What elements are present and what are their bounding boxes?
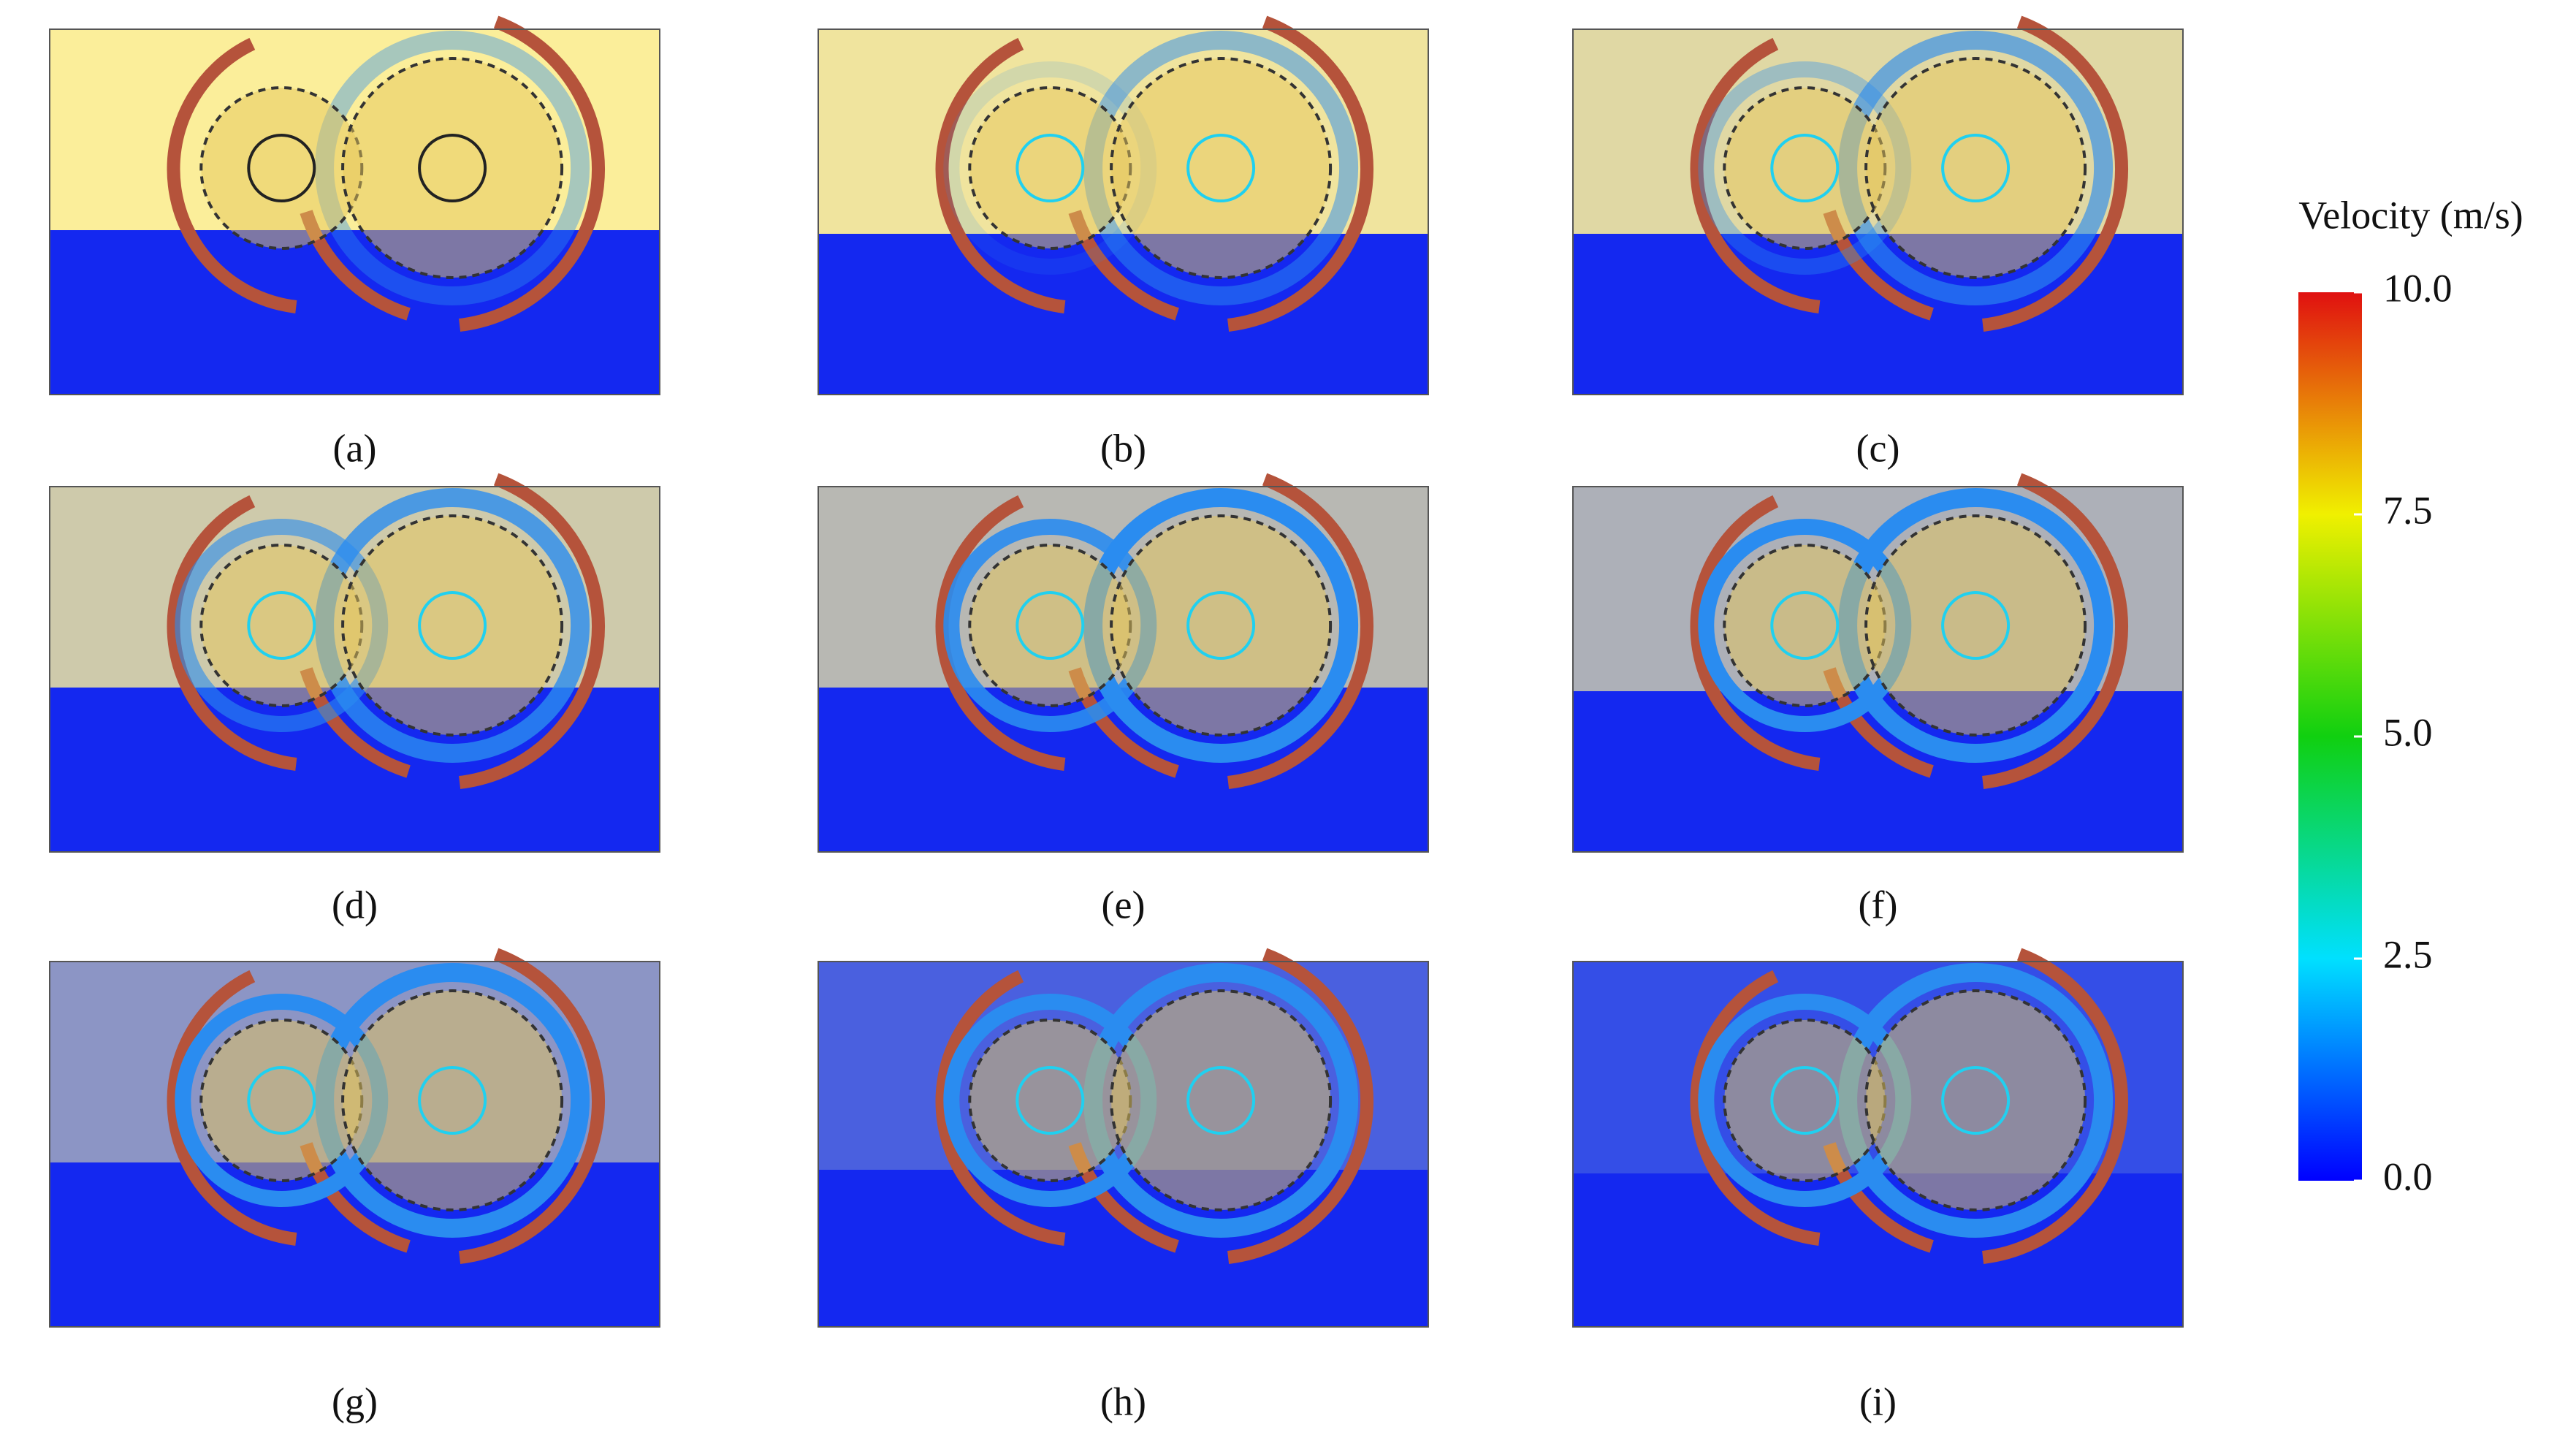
panel-border — [1572, 486, 2184, 853]
colorbar-tick-label: 0.0 — [2383, 1154, 2433, 1198]
casing — [1690, 495, 1821, 771]
simulation-panel — [49, 15, 660, 395]
casing — [1227, 473, 1373, 789]
shaft — [1015, 591, 1085, 660]
simulation-panel — [1572, 473, 2184, 853]
gear — [1110, 989, 1333, 1211]
shaft — [1941, 1066, 2011, 1135]
shaft — [1941, 591, 2011, 660]
colorbar-tick-label: 5.0 — [2383, 710, 2433, 754]
casing — [1227, 15, 1373, 332]
panel-border — [1572, 28, 2184, 395]
panel-border — [49, 28, 660, 395]
panel-border — [1572, 961, 2184, 1328]
casing — [459, 948, 605, 1264]
shaft — [1770, 134, 1840, 202]
casing — [935, 495, 1066, 771]
panel-label: (c) — [1856, 426, 1900, 470]
gear — [199, 544, 364, 707]
shaft — [1015, 1066, 1085, 1135]
colorbar-tick-label: 10.0 — [2383, 266, 2453, 310]
colorbar-tick-label: 7.5 — [2383, 488, 2433, 532]
panel-label: (f) — [1859, 883, 1898, 926]
gear — [341, 989, 564, 1211]
casing — [1982, 15, 2128, 332]
casing — [1227, 948, 1373, 1264]
casing — [167, 37, 297, 313]
gear — [199, 1019, 364, 1182]
casing — [1982, 473, 2128, 789]
gear — [341, 57, 564, 279]
panel-label: (i) — [1859, 1379, 1897, 1423]
gear — [1864, 57, 2087, 279]
shaft — [1770, 591, 1840, 660]
shaft — [1186, 134, 1256, 202]
casing — [1690, 37, 1821, 313]
gear — [968, 86, 1132, 250]
panel-border — [49, 961, 660, 1328]
shaft — [1186, 591, 1256, 660]
panel-border — [818, 486, 1429, 853]
colorbar — [2298, 292, 2362, 1181]
gear — [199, 86, 364, 250]
shaft — [247, 1066, 316, 1135]
shaft — [418, 134, 487, 202]
shaft — [1015, 134, 1085, 202]
gear — [1864, 514, 2087, 736]
gear — [1723, 1019, 1887, 1182]
shaft — [1770, 1066, 1840, 1135]
panel-border — [818, 28, 1429, 395]
gear — [1110, 57, 1333, 279]
gear — [1864, 989, 2087, 1211]
shaft — [418, 1066, 487, 1135]
casing — [459, 473, 605, 789]
gear — [968, 544, 1132, 707]
casing — [459, 15, 605, 332]
panel-border — [49, 486, 660, 853]
gear — [1723, 86, 1887, 250]
panel-label: (e) — [1102, 883, 1146, 926]
casing — [935, 37, 1066, 313]
simulation-panel — [49, 473, 660, 853]
panel-border — [818, 961, 1429, 1328]
casing — [167, 495, 297, 771]
panel-label: (d) — [332, 883, 378, 926]
simulation-panel — [49, 948, 660, 1328]
gear — [341, 514, 564, 736]
casing — [1982, 948, 2128, 1264]
shaft — [1186, 1066, 1256, 1135]
simulation-panel — [1572, 948, 2184, 1328]
gear — [1723, 544, 1887, 707]
water-region — [50, 230, 660, 395]
casing — [167, 970, 297, 1246]
gear — [968, 1019, 1132, 1182]
colorbar-tick-label: 2.5 — [2383, 932, 2433, 976]
simulation-panel — [818, 15, 1429, 395]
shaft — [247, 591, 316, 660]
gear — [1110, 514, 1333, 736]
shaft — [418, 591, 487, 660]
simulation-panel — [1572, 15, 2184, 395]
panel-label: (b) — [1100, 426, 1146, 470]
simulation-panel — [818, 473, 1429, 853]
shaft — [1941, 134, 2011, 202]
simulation-panel — [818, 948, 1429, 1328]
casing — [1690, 970, 1821, 1246]
casing — [935, 970, 1066, 1246]
colorbar-title: Velocity (m/s) — [2298, 193, 2523, 237]
panel-label: (a) — [333, 426, 377, 470]
panel-label: (g) — [332, 1379, 378, 1423]
panel-label: (h) — [1100, 1379, 1146, 1423]
shaft — [247, 134, 316, 202]
